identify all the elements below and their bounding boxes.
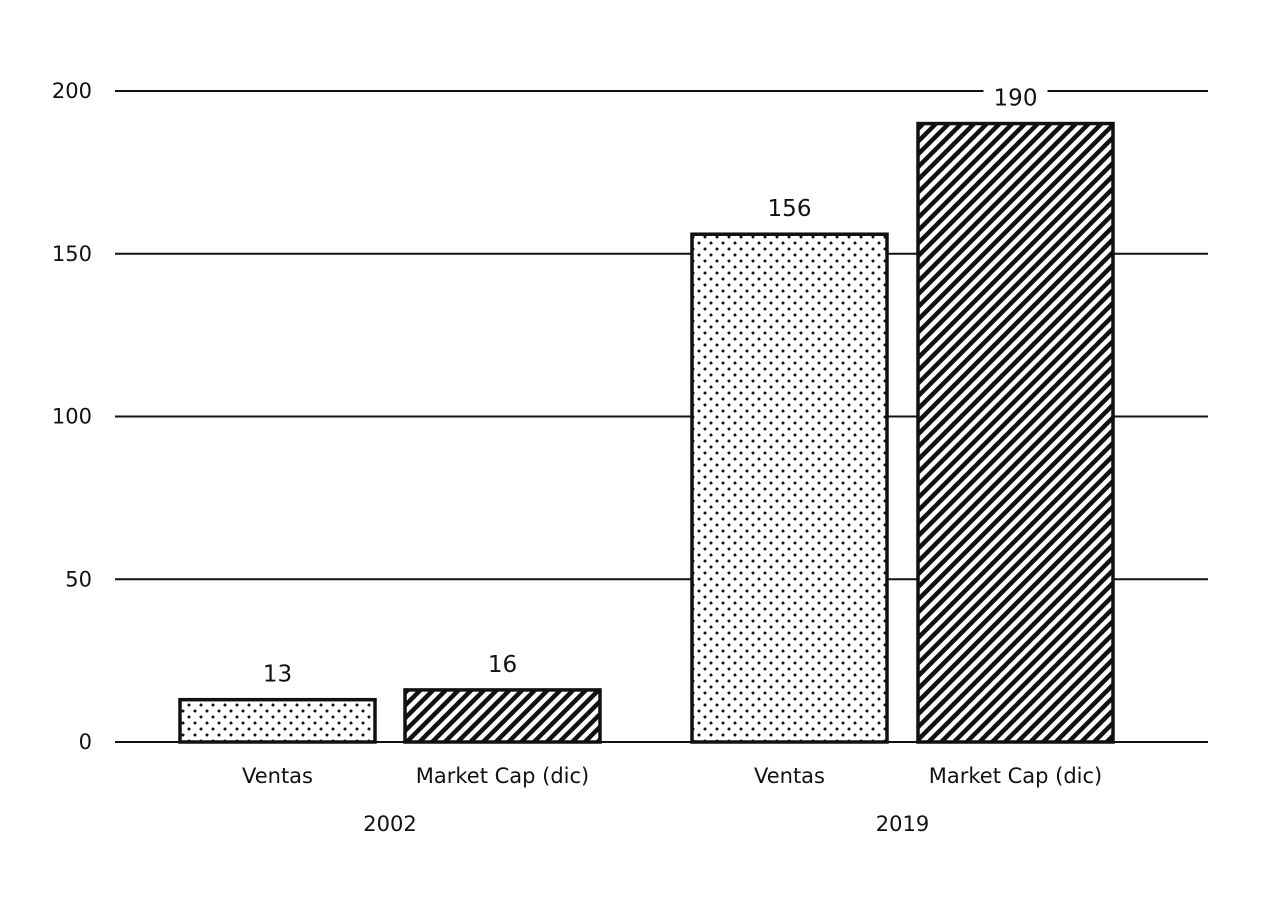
x-category-label: Market Cap (dic) bbox=[416, 764, 590, 788]
bar-value-label: 13 bbox=[263, 662, 292, 688]
bar-2019-ventas bbox=[690, 232, 889, 744]
bar-2002-market-cap bbox=[403, 688, 602, 744]
bars bbox=[178, 121, 1115, 744]
bar-value-label: 16 bbox=[488, 652, 517, 678]
x-axis-category-labels: Ventas Market Cap (dic) Ventas Market Cap (… bbox=[242, 764, 1102, 788]
y-tick-label: 0 bbox=[79, 730, 92, 754]
bar-value-labels: 13 16 156 190 bbox=[245, 83, 1048, 688]
x-group-label: 2019 bbox=[876, 812, 929, 836]
y-tick-label: 50 bbox=[65, 567, 92, 591]
y-tick-label: 100 bbox=[52, 405, 92, 429]
y-tick-label: 200 bbox=[52, 79, 92, 103]
bar-2002-ventas bbox=[178, 697, 377, 744]
x-category-label: Ventas bbox=[754, 764, 825, 788]
bar-2019-market-cap bbox=[916, 121, 1115, 744]
value-label-background bbox=[757, 194, 822, 223]
y-tick-label: 150 bbox=[52, 242, 92, 266]
x-group-label: 2002 bbox=[363, 812, 416, 836]
x-category-label: Ventas bbox=[242, 764, 313, 788]
y-axis-tick-labels: 0 50 100 150 200 bbox=[52, 79, 92, 754]
x-axis-group-labels: 2002 2019 bbox=[363, 812, 929, 836]
x-category-label: Market Cap (dic) bbox=[929, 764, 1103, 788]
value-label-background bbox=[983, 83, 1048, 112]
value-label-background bbox=[245, 659, 310, 688]
bar-value-label: 156 bbox=[768, 196, 812, 222]
value-label-background bbox=[470, 649, 535, 678]
bar-value-label: 190 bbox=[994, 86, 1038, 112]
